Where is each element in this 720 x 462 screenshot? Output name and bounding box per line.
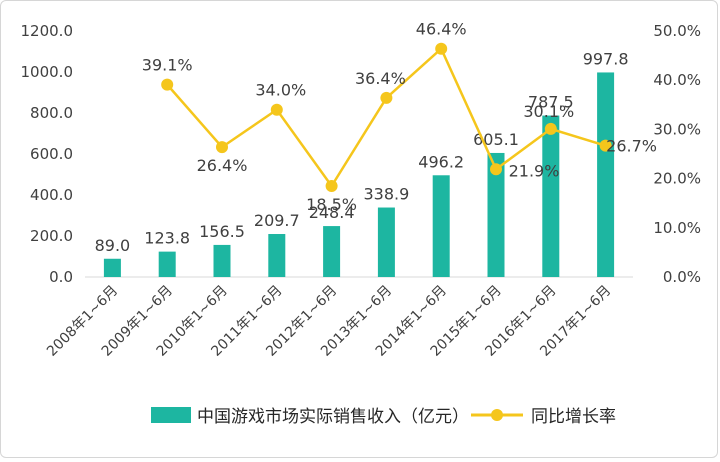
- left-axis: 0.0 200.0 400.0 600.0 800.0 1000.0 1200.0: [21, 22, 633, 286]
- rate-marker: [380, 91, 393, 104]
- rate-marker: [161, 78, 174, 91]
- right-axis-tick-label: 30.0%: [653, 120, 701, 138]
- left-axis-tick-label: 800.0: [30, 104, 73, 122]
- legend: 中国游戏市场实际销售收入（亿元） 同比增长率: [151, 407, 616, 427]
- rate-value-label: 26.4%: [197, 156, 248, 175]
- left-axis-tick-label: 0.0: [49, 268, 73, 286]
- right-axis-tick-label: 0.0%: [663, 268, 701, 286]
- bar: [213, 244, 231, 277]
- rate-series: 39.1% 26.4% 34.0% 18.5% 36.4% 46.4% 21.9% 30.1%…: [142, 20, 657, 214]
- bar: [377, 207, 395, 277]
- category-labels: 2008年1~6月2009年1~6月2010年1~6月2011年1~6月2012…: [44, 283, 614, 360]
- bar-value-label: 123.8: [144, 229, 190, 248]
- rate-marker: [544, 122, 557, 135]
- bar: [432, 175, 450, 277]
- bar: [158, 251, 176, 277]
- bar: [542, 115, 560, 277]
- right-axis-tick-label: 40.0%: [653, 71, 701, 89]
- rate-value-label: 18.5%: [306, 195, 357, 214]
- rate-value-label: 30.1%: [523, 102, 574, 121]
- bar-value-label: 338.9: [363, 185, 409, 204]
- left-axis-tick-label: 400.0: [30, 186, 73, 204]
- left-axis-tick-label: 200.0: [30, 227, 73, 245]
- legend-bar-swatch: [151, 407, 191, 423]
- left-axis-tick-label: 1000.0: [21, 63, 74, 81]
- bar-value-label: 209.7: [254, 211, 300, 230]
- bar: [597, 72, 615, 278]
- rate-marker: [435, 42, 448, 55]
- rate-marker: [599, 139, 612, 152]
- rate-value-label: 46.4%: [416, 20, 467, 39]
- left-axis-tick-label: 1200.0: [21, 22, 74, 40]
- legend-bar-label: 中国游戏市场实际销售收入（亿元）: [197, 407, 469, 427]
- bar-value-label: 787.5: [528, 93, 574, 112]
- legend-line-label: 同比增长率: [531, 407, 616, 427]
- rate-value-label: 26.7%: [606, 137, 657, 156]
- right-axis-tick-label: 50.0%: [653, 22, 701, 40]
- bar-value-label: 496.2: [418, 152, 464, 171]
- rate-value-label: 39.1%: [142, 56, 193, 75]
- bar: [323, 226, 341, 277]
- bar: [268, 234, 286, 277]
- right-axis: 0.0% 10.0% 20.0% 30.0% 40.0% 50.0%: [653, 22, 701, 286]
- bar-value-label: 248.4: [309, 203, 355, 222]
- rate-marker: [490, 163, 502, 176]
- rate-value-label: 34.0%: [255, 81, 306, 100]
- rate-marker: [216, 141, 228, 154]
- bar: [103, 258, 121, 277]
- rate-value-label: 21.9%: [509, 161, 560, 180]
- right-axis-tick-label: 10.0%: [653, 219, 701, 237]
- right-axis-tick-label: 20.0%: [653, 170, 701, 188]
- bar-value-label: 156.5: [199, 222, 245, 241]
- legend-line-marker: [491, 409, 503, 421]
- rate-marker: [325, 179, 338, 192]
- bar-value-label: 997.8: [583, 49, 629, 68]
- bar: [487, 152, 505, 277]
- bar-value-label: 89.0: [95, 236, 131, 255]
- rate-marker: [270, 103, 283, 116]
- left-axis-tick-label: 600.0: [30, 145, 73, 163]
- rate-value-label: 36.4%: [355, 69, 406, 88]
